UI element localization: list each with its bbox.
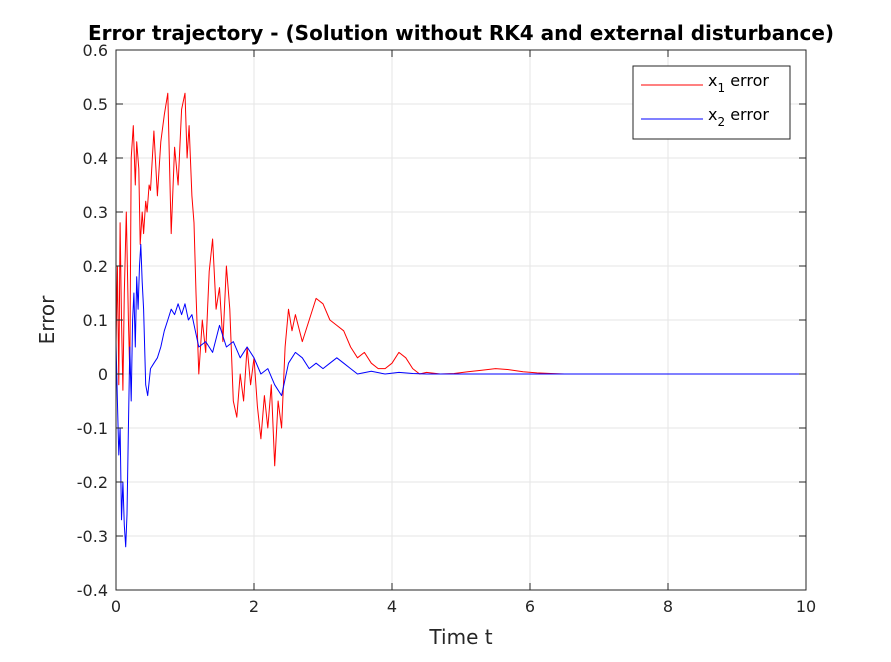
y-tick-label: 0.2 <box>83 257 108 276</box>
legend-label-x1: x1 error <box>708 71 769 95</box>
x-tick-label: 2 <box>249 597 259 616</box>
x-tick-label: 4 <box>387 597 397 616</box>
y-tick-label: 0.5 <box>83 95 108 114</box>
y-tick-label: -0.4 <box>77 581 108 600</box>
y-axis-title: Error <box>35 295 59 345</box>
series-layer <box>115 92 806 548</box>
series-line-x2 <box>115 243 806 548</box>
y-tick-label: 0.3 <box>83 203 108 222</box>
y-tick-label: 0.1 <box>83 311 108 330</box>
x-tick-label: 6 <box>525 597 535 616</box>
y-tick-label: 0 <box>98 365 108 384</box>
legend-box <box>632 65 791 140</box>
y-tick-label: -0.2 <box>77 473 108 492</box>
legend-label-x2: x2 error <box>708 105 769 129</box>
tick-labels: 0 2 4 6 8 10 -0.4 -0.3 -0.2 -0.1 0 0.1 0.2 0.3 0.4 0.5 0… <box>77 41 816 616</box>
chart-title: Error trajectory - (Solution without RK4… <box>88 21 834 45</box>
axis-ticks <box>115 49 807 591</box>
legend: x1 error x2 error <box>632 65 791 140</box>
series-line-x1 <box>115 92 613 467</box>
y-tick-label: -0.3 <box>77 527 108 546</box>
x-tick-label: 0 <box>111 597 121 616</box>
x-tick-label: 8 <box>663 597 673 616</box>
x-tick-label: 10 <box>796 597 816 616</box>
y-tick-label: 0.6 <box>83 41 108 60</box>
y-tick-label: 0.4 <box>83 149 108 168</box>
x-axis-title: Time t <box>428 625 492 649</box>
y-tick-label: -0.1 <box>77 419 108 438</box>
